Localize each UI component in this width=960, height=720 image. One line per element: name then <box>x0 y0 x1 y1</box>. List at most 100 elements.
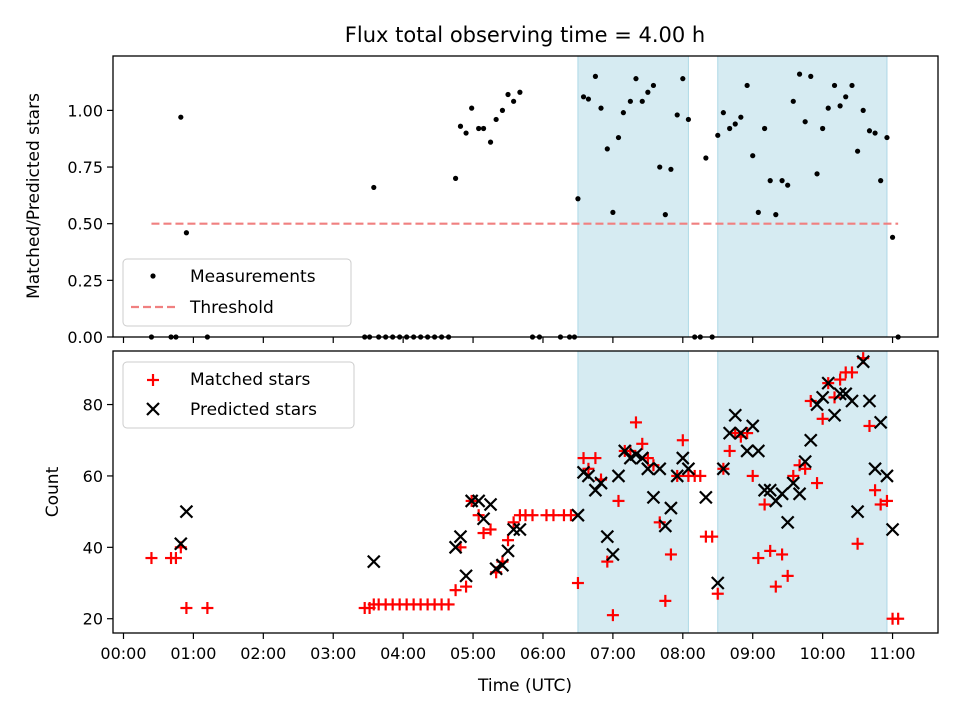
top-shaded-interval <box>577 55 689 338</box>
matched-point <box>874 498 887 511</box>
measurement-point <box>620 110 626 116</box>
predicted-point <box>699 490 713 505</box>
measurement-point <box>511 98 517 104</box>
matched-point <box>741 427 754 440</box>
predicted-point <box>506 522 521 537</box>
predicted-point <box>600 529 615 544</box>
predicted-point <box>658 519 673 533</box>
predicted-point <box>641 462 655 476</box>
matched-point <box>169 552 182 565</box>
measurement-point <box>727 125 733 132</box>
measurement-point <box>633 76 639 82</box>
predicted-point <box>751 444 766 458</box>
predicted-point <box>670 469 684 483</box>
measurement-point <box>371 184 377 191</box>
measurement-point <box>762 125 768 132</box>
legend-matched-marker <box>147 374 159 386</box>
matched-point <box>145 552 158 565</box>
matched-point <box>659 594 672 607</box>
measurement-point <box>755 209 761 215</box>
chart-title: Flux total observing time = 4.00 h <box>345 23 705 47</box>
predicted-point <box>453 529 468 544</box>
top-shaded-regions <box>577 55 888 338</box>
measurement-point <box>703 155 709 161</box>
predicted-point <box>594 476 608 490</box>
matched-point <box>869 484 882 497</box>
matched-point <box>834 373 847 386</box>
matched-point <box>612 494 625 507</box>
predicted-point <box>827 408 842 423</box>
x-tick-label: 06:00 <box>520 644 566 663</box>
measurement-point <box>884 134 890 141</box>
matched-point <box>892 612 905 625</box>
predicted-point <box>786 476 801 490</box>
measurement-point <box>808 73 814 79</box>
matched-point <box>781 569 794 582</box>
matched-point <box>711 587 724 600</box>
matched-point <box>502 534 515 547</box>
top-shaded-interval <box>717 55 888 338</box>
matched-point <box>851 537 864 550</box>
x-tick-label: 10:00 <box>800 644 846 663</box>
legend-measurements-marker <box>150 273 156 279</box>
predicted-point <box>868 462 882 476</box>
measurement-point <box>860 107 866 113</box>
predicted-point <box>740 444 754 458</box>
measurement-point <box>604 146 610 152</box>
measurement-point <box>580 94 587 100</box>
matched-point <box>601 555 614 568</box>
matched-point <box>624 444 637 457</box>
predicted-point <box>734 426 748 440</box>
measurement-point <box>627 98 633 104</box>
matched-point <box>577 452 590 465</box>
measurement-point <box>463 130 469 136</box>
predicted-point <box>763 483 777 497</box>
measurement-point <box>517 89 523 95</box>
predicted-point <box>611 469 626 483</box>
measurement-point <box>715 132 721 138</box>
predicted-point <box>745 419 760 433</box>
measurement-point <box>825 105 831 111</box>
matched-point <box>636 437 649 450</box>
matched-point <box>460 580 473 593</box>
measurement-point <box>878 178 884 184</box>
bottom-panel: 20 40 60 80 00:00 01:00 02:00 03:00 04:00 05:00 06… <box>43 350 939 696</box>
predicted-point <box>635 451 650 465</box>
top-panel-axes: 0.00 0.25 0.50 0.75 1.00 <box>67 101 894 347</box>
measurement-point <box>499 107 506 113</box>
measurement-point <box>738 114 744 120</box>
top-legend: Measurements Threshold <box>122 258 352 327</box>
predicted-point <box>646 490 661 505</box>
predicted-point <box>856 354 870 369</box>
predicted-point <box>850 504 865 519</box>
top-y-axis-label: Matched/Predicted stars <box>24 93 44 299</box>
x-tick-label: 01:00 <box>170 644 216 663</box>
predicted-point <box>873 415 888 430</box>
top-y-tick-label: 0.75 <box>67 158 103 177</box>
matched-point <box>664 548 677 561</box>
predicted-point <box>833 387 847 401</box>
measurement-point <box>575 196 581 202</box>
matched-point <box>746 469 759 482</box>
predicted-point <box>716 462 731 476</box>
matched-point <box>880 494 893 507</box>
measurement-point <box>615 134 622 141</box>
predicted-point <box>803 433 818 448</box>
measurement-point <box>866 128 873 134</box>
x-tick-label: 04:00 <box>380 644 426 663</box>
matched-point <box>641 452 654 465</box>
x-tick-label: 09:00 <box>730 644 776 663</box>
matched-point <box>564 509 577 522</box>
measurement-point <box>662 212 668 218</box>
matched-point <box>442 598 455 611</box>
matched-point <box>816 412 829 425</box>
predicted-point <box>513 522 527 537</box>
top-panel-marks <box>148 71 901 340</box>
x-tick-label: 03:00 <box>310 644 356 663</box>
measurement-point <box>750 153 756 159</box>
measurement-point <box>685 116 692 123</box>
measurement-point <box>872 130 878 136</box>
measurement-point <box>476 125 482 132</box>
measurement-point <box>820 125 826 132</box>
